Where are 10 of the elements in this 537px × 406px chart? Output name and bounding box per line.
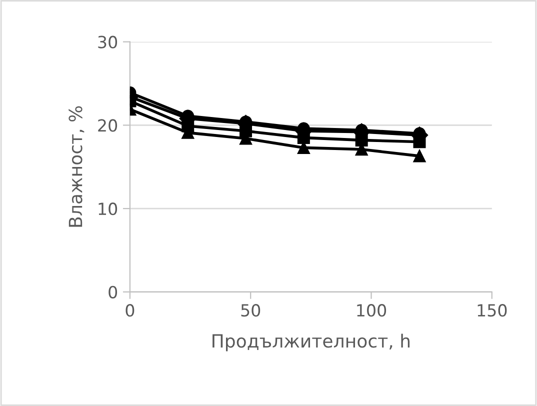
y-tick-label: 20 bbox=[98, 119, 118, 132]
x-tick-label: 100 bbox=[357, 304, 386, 317]
x-tick-label: 150 bbox=[478, 304, 507, 317]
y-axis-title: Влажност, % bbox=[68, 106, 84, 227]
x-tick-label: 50 bbox=[241, 304, 260, 317]
x-tick-label: 0 bbox=[126, 304, 134, 317]
y-tick-label: 30 bbox=[98, 36, 118, 48]
x-axis-title: Продължителност, h bbox=[212, 334, 410, 352]
y-tick-label: 0 bbox=[108, 286, 118, 298]
y-tick-label: 10 bbox=[98, 202, 118, 216]
